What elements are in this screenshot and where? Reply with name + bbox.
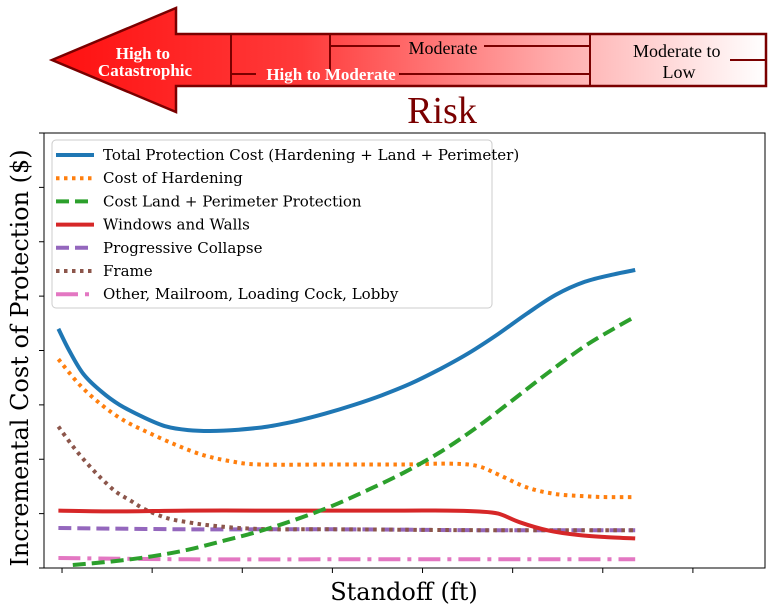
- series-line-0: [56, 268, 636, 434]
- legend-entry-2: Cost Land + Perimeter Protection: [56, 192, 362, 210]
- risk-segment-high-to-moderate: High to Moderate: [266, 65, 396, 84]
- y-axis-ticks: [39, 132, 44, 569]
- legend-label-0: Total Protection Cost (Hardening + Land …: [103, 146, 519, 164]
- legend-label-5: Frame: [103, 262, 153, 280]
- legend-entry-1: Cost of Hardening: [56, 169, 243, 187]
- legend-entries: Total Protection Cost (Hardening + Land …: [56, 146, 519, 303]
- legend-entry-6: Other, Mailroom, Loading Cock, Lobby: [56, 285, 399, 303]
- plot-area: [39, 132, 766, 573]
- legend-entry-3: Windows and Walls: [56, 216, 250, 234]
- risk-dividers: [230, 34, 766, 86]
- series-line-4: [58, 526, 636, 533]
- series-line-5: [56, 425, 636, 533]
- y-axis-label: Incremental Cost of Protection ($): [6, 149, 34, 566]
- risk-banner: High to Catastrophic High to Moderate Mo…: [48, 6, 768, 132]
- legend-label-3: Windows and Walls: [103, 216, 250, 234]
- legend-label-2: Cost Land + Perimeter Protection: [103, 192, 362, 210]
- risk-segment-moderate: Moderate: [409, 38, 478, 58]
- series-lines: [56, 268, 637, 567]
- legend-label-4: Progressive Collapse: [103, 239, 263, 257]
- legend-frame: [51, 139, 493, 309]
- legend-entry-0: Total Protection Cost (Hardening + Land …: [56, 146, 519, 164]
- series-line-1: [56, 357, 636, 500]
- x-axis-ticks: [61, 568, 694, 573]
- legend: Total Protection Cost (Hardening + Land …: [51, 139, 519, 309]
- risk-segment-high-to-catastrophic: High to Catastrophic: [98, 44, 193, 80]
- risk-title: Risk: [407, 90, 477, 132]
- legend-entry-4: Progressive Collapse: [56, 239, 263, 257]
- series-line-3: [58, 508, 636, 541]
- legend-entry-5: Frame: [56, 262, 153, 280]
- legend-label-1: Cost of Hardening: [103, 169, 243, 187]
- series-line-2: [72, 314, 637, 567]
- risk-segment-moderate-to-low: Moderate to Low: [633, 41, 725, 82]
- legend-label-6: Other, Mailroom, Loading Cock, Lobby: [103, 285, 399, 303]
- series-line-6: [58, 556, 636, 562]
- x-axis-label: Standoff (ft): [330, 578, 478, 606]
